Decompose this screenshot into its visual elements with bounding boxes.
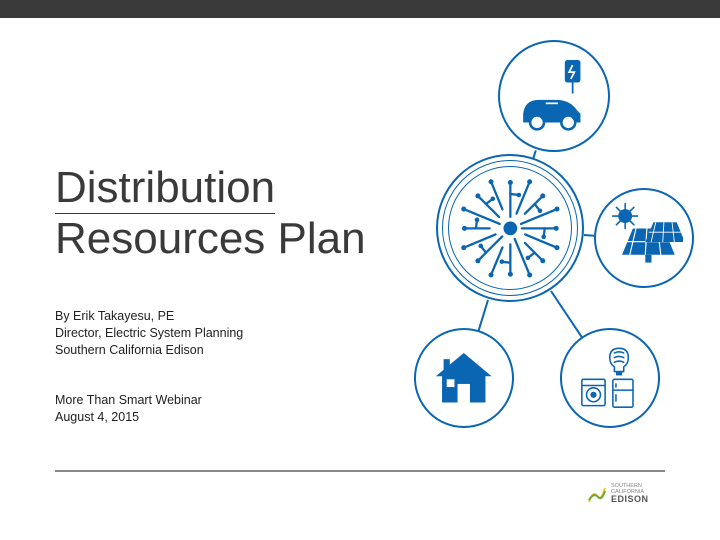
house-icon <box>416 330 512 426</box>
webinar-block: More Than Smart Webinar August 4, 2015 <box>55 392 202 426</box>
author-org: Southern California Edison <box>55 342 243 359</box>
top-bar <box>0 0 720 18</box>
diagram-node-house <box>414 328 514 428</box>
diagram-node-solar <box>594 188 694 288</box>
author-block: By Erik Takayesu, PE Director, Electric … <box>55 308 243 359</box>
edison-logo-mark <box>587 484 607 504</box>
edison-logo-text-wrap: SOUTHERN CALIFORNIA EDISON <box>611 484 665 504</box>
diagram-edge <box>584 234 594 237</box>
diagram-edge <box>478 299 490 331</box>
ev-charging-icon <box>500 42 608 150</box>
bottom-rule <box>55 470 665 472</box>
author-title: Director, Electric System Planning <box>55 325 243 342</box>
network-diagram <box>342 38 702 438</box>
diagram-node-ev <box>498 40 610 152</box>
edison-logo-brand: EDISON <box>611 495 665 504</box>
author-name: By Erik Takayesu, PE <box>55 308 243 325</box>
webinar-date: August 4, 2015 <box>55 409 202 426</box>
smart-home-icon <box>562 330 658 426</box>
webinar-title: More Than Smart Webinar <box>55 392 202 409</box>
title-line-2: Resources Plan <box>55 216 366 262</box>
edison-logo: SOUTHERN CALIFORNIA EDISON <box>587 480 665 508</box>
diagram-node-home <box>560 328 660 428</box>
solar-panel-icon <box>596 190 692 286</box>
title-block: Distribution Resources Plan <box>55 165 366 262</box>
center-ring <box>448 166 572 290</box>
title-line-1: Distribution <box>55 165 275 214</box>
